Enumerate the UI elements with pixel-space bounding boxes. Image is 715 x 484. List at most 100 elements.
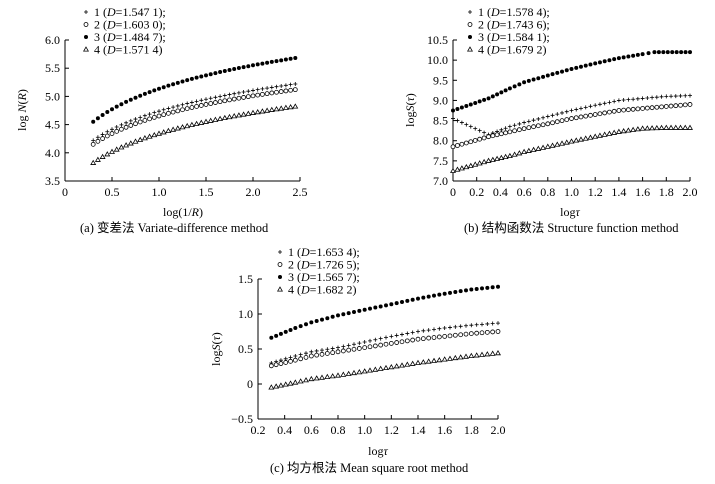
series-4-point bbox=[530, 146, 537, 152]
series-1-point bbox=[607, 100, 612, 105]
series-2-point bbox=[151, 114, 157, 120]
series-4-point bbox=[193, 120, 200, 126]
series-4-point bbox=[620, 128, 627, 134]
series-1-point bbox=[536, 116, 541, 121]
series-4-point bbox=[639, 125, 646, 131]
series-2-point bbox=[250, 93, 256, 99]
legend-entry-4: 4 (D=1.682 2) bbox=[288, 283, 356, 297]
series-1-point bbox=[503, 126, 508, 131]
series-3-point bbox=[464, 103, 469, 108]
series-4-point bbox=[476, 160, 483, 166]
series-4-point bbox=[340, 371, 347, 377]
series-2-point bbox=[654, 104, 660, 110]
series-2-point bbox=[507, 129, 513, 135]
series-1-point bbox=[232, 91, 237, 96]
legend-series-name: 4 bbox=[288, 283, 294, 297]
series-4-point bbox=[264, 107, 271, 113]
series-3-point bbox=[490, 94, 495, 99]
x-tick-label: 1.4 bbox=[611, 185, 626, 199]
series-4-point bbox=[90, 159, 97, 165]
series-2 bbox=[90, 87, 298, 147]
series-4-point bbox=[388, 363, 395, 370]
series-3-point bbox=[274, 59, 279, 64]
y-axis-title-arg: R bbox=[15, 92, 29, 101]
series-3-point bbox=[180, 79, 185, 84]
series-1-point bbox=[194, 99, 199, 104]
series-4-point bbox=[554, 141, 561, 147]
series-3-point bbox=[469, 287, 474, 292]
series-1-point bbox=[583, 105, 588, 110]
series-2-point bbox=[659, 104, 664, 110]
series-1-point bbox=[659, 94, 664, 99]
series-4-point bbox=[383, 364, 389, 371]
legend-series-name: 3 bbox=[94, 30, 100, 44]
series-2-point bbox=[362, 345, 368, 351]
series-4-point bbox=[404, 361, 411, 367]
series-2-point bbox=[592, 112, 598, 117]
series-2-point bbox=[372, 343, 378, 349]
series-1-point bbox=[673, 94, 678, 99]
legend-series-name: 4 bbox=[478, 43, 484, 57]
chart-b: 0 0.2 0.4 0.6 0.8 1.0 1.2 1.4 1.6 1.8 2.0 7.0 7.5 8.0… bbox=[403, 5, 698, 235]
series-1-point bbox=[473, 126, 478, 131]
series-2-point bbox=[123, 124, 129, 130]
series-2-point bbox=[259, 91, 265, 97]
series-3-point bbox=[373, 305, 378, 310]
series-3-point bbox=[325, 316, 330, 321]
series-4-point bbox=[188, 121, 195, 128]
legend-d-label: D bbox=[300, 245, 310, 259]
series-3-point bbox=[320, 317, 324, 322]
series-4-point bbox=[516, 150, 523, 156]
series-1-point bbox=[522, 120, 527, 125]
series-2-point bbox=[283, 360, 289, 365]
series-3-point bbox=[352, 310, 356, 315]
series-4-point bbox=[329, 373, 336, 379]
series-2-point bbox=[394, 340, 400, 345]
series-3-point bbox=[459, 105, 464, 110]
series-4-point bbox=[179, 124, 186, 130]
x-axis-title: log(1/R) bbox=[163, 205, 203, 219]
y-axis-title-main: log bbox=[209, 350, 223, 365]
series-1-point bbox=[640, 96, 645, 101]
x-tick-label: 2.5 bbox=[293, 185, 308, 199]
series-3-point bbox=[688, 50, 692, 55]
series-3-point bbox=[477, 99, 482, 104]
series-1-point bbox=[204, 97, 208, 102]
series-1-point bbox=[531, 118, 536, 123]
series-4-point bbox=[463, 163, 470, 170]
series-2-point bbox=[340, 348, 346, 354]
legend-marker-2 bbox=[83, 22, 89, 27]
series-2-point bbox=[682, 102, 688, 108]
series-3-point bbox=[442, 291, 447, 296]
series-2-point bbox=[535, 123, 541, 129]
chart-caption: (a) 变差法 Variate-difference method bbox=[80, 220, 269, 235]
series-2-point bbox=[100, 136, 105, 141]
series-2-point bbox=[420, 336, 426, 342]
series-4-point bbox=[132, 138, 139, 144]
series-4-point bbox=[458, 165, 465, 171]
series-2-point bbox=[95, 138, 101, 144]
series-2-point bbox=[274, 89, 279, 95]
x-tick-label: 0.4 bbox=[493, 185, 508, 199]
legend-d-value: =1.578 4); bbox=[500, 5, 550, 19]
series-3-point bbox=[288, 327, 293, 332]
series-1-point bbox=[550, 113, 555, 118]
series-2-point bbox=[314, 352, 320, 358]
series-1-point bbox=[448, 325, 452, 330]
legend-paren: ( bbox=[294, 245, 301, 259]
x-axis-title: logτ bbox=[368, 444, 388, 458]
series-1-point bbox=[95, 135, 100, 140]
x-tick-label: 0.5 bbox=[105, 185, 120, 199]
series-3-point bbox=[100, 113, 105, 118]
series-4-point bbox=[489, 156, 496, 162]
series-1-point bbox=[91, 138, 96, 143]
series-4-point bbox=[393, 363, 400, 369]
y-tick-label: 9.5 bbox=[433, 73, 448, 87]
series-3-point bbox=[222, 69, 227, 74]
series-2-point bbox=[175, 108, 181, 114]
series-1-point bbox=[496, 321, 500, 326]
legend-marker-1 bbox=[84, 10, 88, 14]
series-1-point bbox=[236, 90, 241, 95]
y-axis-title-arg: τ bbox=[209, 335, 223, 340]
legend-series-name: 3 bbox=[288, 270, 294, 284]
